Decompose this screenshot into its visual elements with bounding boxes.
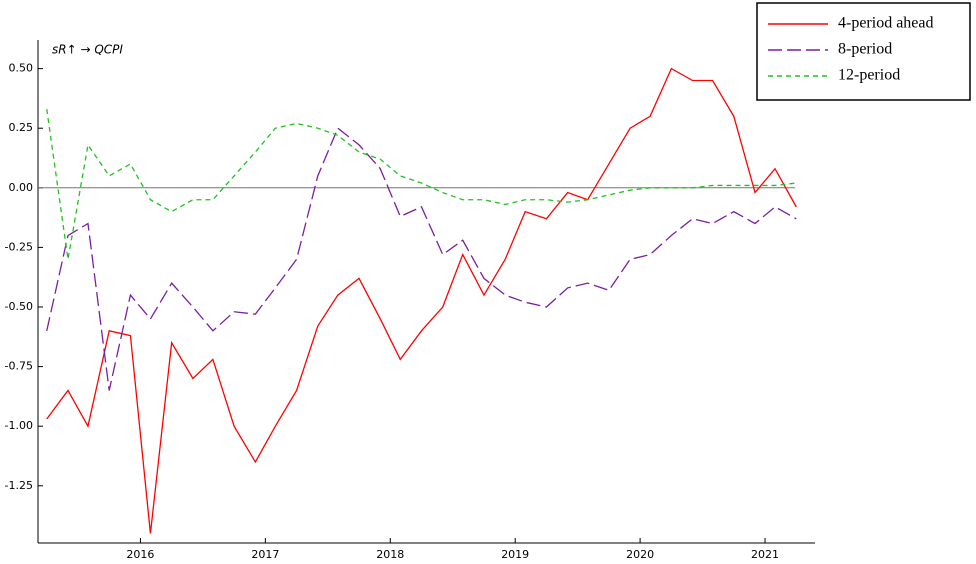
series-line: [46, 67, 797, 534]
y-tick-label: 0.00: [9, 181, 34, 194]
legend-label: 8-period: [838, 41, 892, 58]
y-tick-label: -1.25: [5, 479, 33, 492]
y-tick-label: -0.25: [5, 240, 33, 253]
y-tick-label: 0.50: [9, 62, 34, 75]
legend-box: [756, 2, 971, 101]
legend-label: 12-period: [838, 67, 900, 84]
x-tick-label: 2017: [251, 548, 279, 561]
y-tick-label: -0.75: [5, 360, 33, 373]
x-tick-label: 2018: [376, 548, 404, 561]
x-tick-label: 2021: [751, 548, 779, 561]
y-tick-label: 0.25: [9, 121, 34, 134]
series-line: [46, 127, 797, 391]
y-tick-label: -1.00: [5, 419, 33, 432]
x-tick-label: 2020: [626, 548, 654, 561]
x-tick-label: 2019: [501, 548, 529, 561]
legend-label: 4-period ahead: [838, 15, 934, 32]
y-tick-label: -0.50: [5, 300, 33, 313]
x-tick-label: 2016: [126, 548, 154, 561]
series-line: [46, 109, 797, 260]
annotation: sR↑ → QCPI: [52, 43, 123, 57]
